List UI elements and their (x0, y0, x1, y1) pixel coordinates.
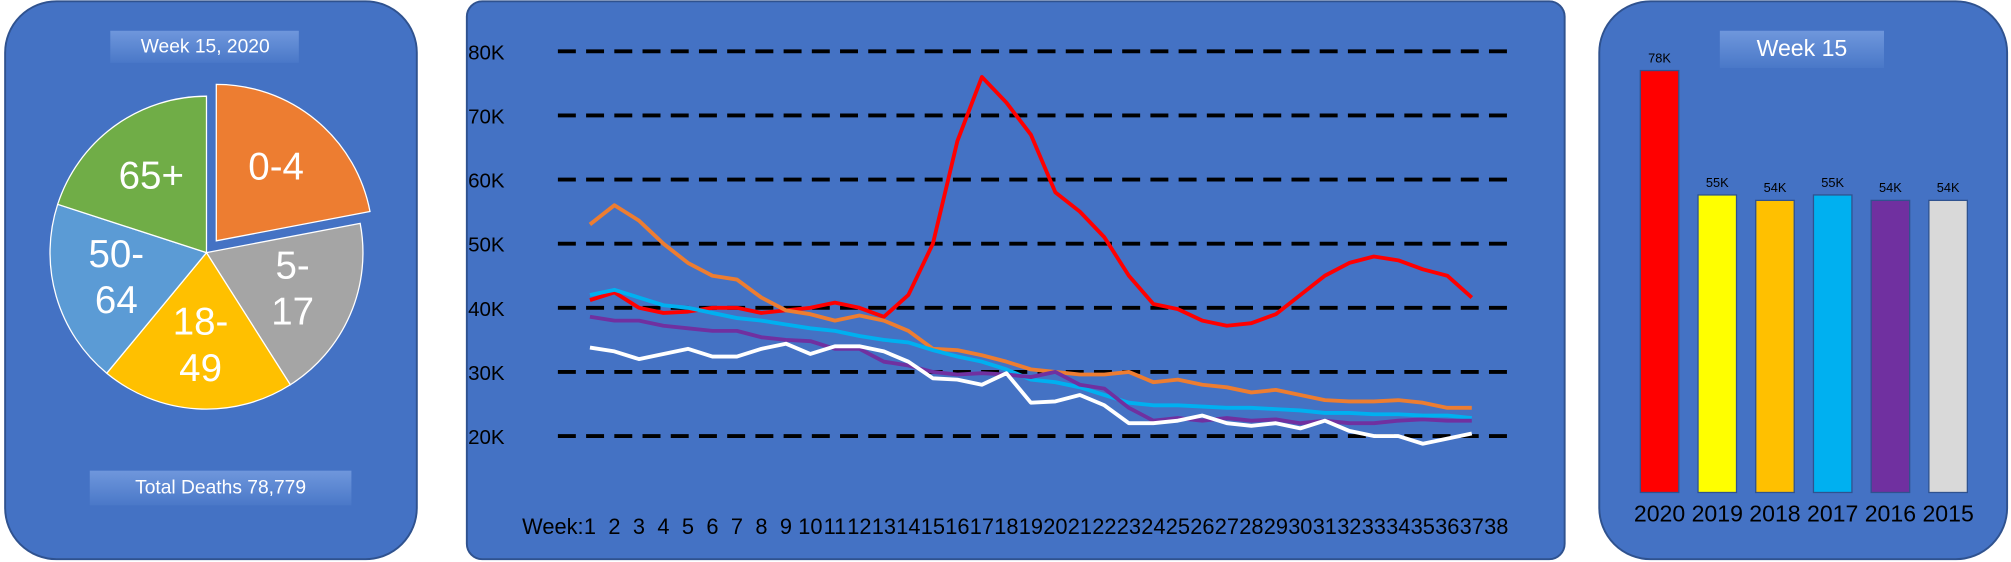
annotation-box (89, 470, 352, 506)
y-tick-label: 30K (468, 362, 505, 385)
bar (1870, 199, 1911, 494)
annotation: Total Deaths 78,779 (135, 478, 306, 499)
pie-slice (49, 203, 208, 375)
x-tick-label: 23 (1117, 514, 1141, 539)
x-tick-label: 2015 (1922, 501, 1973, 527)
bar (1928, 199, 1968, 494)
x-tick-label: 3 (633, 514, 645, 539)
x-tick-label: 18 (994, 514, 1018, 539)
x-tick-label: 14 (896, 514, 920, 539)
x-tick-label: 34 (1386, 514, 1410, 539)
x-axis-label: Week: (522, 514, 583, 539)
slice-label: 18-49 (172, 301, 229, 390)
value-label: 54K (1879, 180, 1902, 195)
x-tick-label: 2 (608, 514, 620, 539)
x-tick-label: 33 (1362, 514, 1386, 539)
x-tick-label: 10 (798, 514, 822, 539)
pie-slice (215, 83, 371, 242)
slice-label-box: 65+ (94, 125, 209, 228)
slice-label-wrap: 5-17 (235, 239, 350, 342)
x-tick-label: 2019 (1692, 501, 1743, 527)
x-tick-label: 17 (970, 514, 994, 539)
pie-title: Week 15, 2020 (141, 37, 270, 58)
slice-label: 50-64 (88, 233, 145, 323)
x-tick-label: 11 (824, 514, 847, 539)
x-tick-label: 15 (921, 514, 945, 539)
bar (1697, 194, 1738, 494)
x-tick-label: 35 (1411, 514, 1435, 539)
x-tick-label: 19 (1019, 514, 1043, 539)
slice-label: 5-17 (271, 245, 315, 334)
x-tick-label: 2016 (1865, 501, 1916, 527)
bar (1755, 199, 1795, 494)
slice-label-wrap: 50-64 (59, 228, 174, 331)
x-tick-label: 1 (584, 514, 596, 539)
bar (1812, 194, 1853, 494)
x-tick-label: 5 (682, 514, 694, 539)
x-tick-label: 6 (706, 514, 718, 539)
value-label: 54K (1937, 180, 1960, 195)
value-label: 55K (1706, 175, 1729, 190)
x-tick-label: 30 (1288, 514, 1312, 539)
slice-label-wrap: 0-4 (218, 117, 333, 220)
y-tick-label: 50K (468, 234, 505, 257)
slice-label-box: 18-49 (143, 295, 258, 398)
x-tick-label: 12 (847, 514, 871, 539)
y-tick-label: 20K (468, 426, 505, 449)
slice-label-box: 5-17 (235, 239, 350, 342)
slice-label-box: 0-4 (218, 117, 333, 220)
pie-slice (56, 95, 208, 254)
value-label: 55K (1821, 175, 1844, 190)
x-tick-label: 32 (1337, 514, 1361, 539)
y-tick-label: 80K (468, 41, 505, 64)
slice-label-wrap: 18-49 (143, 295, 258, 398)
x-tick-label: 2018 (1749, 501, 1800, 527)
x-tick-label: 37 (1460, 514, 1484, 539)
value-label: 54K (1764, 180, 1787, 195)
y-tick-label: 60K (468, 170, 505, 193)
title-box (1719, 30, 1884, 68)
slice-label-box: 50-64 (59, 228, 174, 331)
line-series (589, 287, 1472, 421)
x-tick-label: 31 (1313, 514, 1337, 539)
bar-title: Week 15 (1757, 35, 1848, 61)
x-tick-label: 8 (755, 514, 767, 539)
line-series (589, 75, 1474, 328)
line-series (589, 341, 1473, 446)
x-tick-label: 29 (1264, 514, 1288, 539)
x-tick-label: 2020 (1634, 501, 1685, 527)
x-tick-label: 21 (1068, 514, 1092, 539)
x-tick-label: 28 (1239, 514, 1263, 539)
x-tick-label: 7 (731, 514, 743, 539)
y-tick-label: 40K (468, 298, 505, 321)
x-tick-label: 16 (945, 514, 969, 539)
x-tick-label: 4 (657, 514, 669, 539)
pie-slice (105, 251, 292, 410)
x-tick-label: 2017 (1807, 501, 1858, 527)
title-box (110, 30, 299, 63)
slice-label-wrap: 65+ (94, 125, 209, 228)
x-tick-label: 24 (1141, 514, 1165, 539)
pie-slice (205, 222, 364, 386)
x-tick-label: 22 (1092, 514, 1116, 539)
x-tick-label: 13 (872, 514, 896, 539)
line-series (588, 203, 1472, 410)
x-tick-label: 25 (1166, 514, 1190, 539)
slice-label: 0-4 (248, 146, 304, 189)
line-panel (465, 0, 1566, 561)
y-tick-label: 70K (468, 105, 505, 128)
x-tick-label: 36 (1435, 514, 1459, 539)
x-tick-label: 27 (1215, 514, 1239, 539)
x-tick-label: 26 (1190, 514, 1214, 539)
value-label: 78K (1648, 50, 1671, 65)
bar (1639, 69, 1680, 494)
x-tick-label: 20 (1043, 514, 1067, 539)
slice-label: 65+ (118, 154, 184, 198)
x-tick-label: 9 (780, 514, 792, 539)
x-tick-label: 38 (1484, 514, 1508, 539)
